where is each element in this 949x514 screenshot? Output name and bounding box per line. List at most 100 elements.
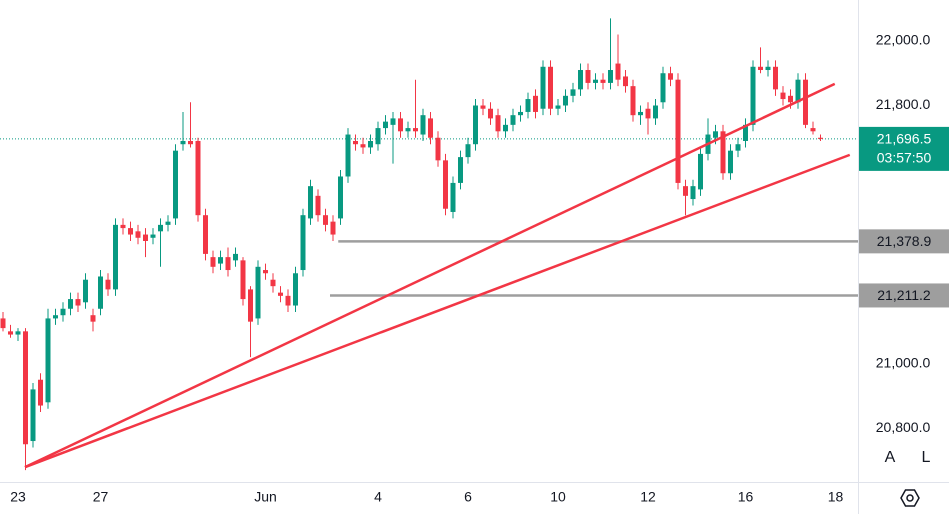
candle-body xyxy=(495,115,501,132)
candle-body xyxy=(60,308,66,316)
candle-body xyxy=(120,224,126,229)
x-tick-label: 16 xyxy=(738,489,754,505)
candle-body xyxy=(428,118,433,138)
candle-body xyxy=(803,79,808,125)
candle-body xyxy=(698,153,703,190)
x-tick-label: Jun xyxy=(254,489,277,505)
candle-body xyxy=(690,186,696,200)
candle-body xyxy=(113,224,118,290)
x-tick-label: 27 xyxy=(93,489,109,505)
candle-body xyxy=(653,105,658,119)
x-tick-label: 12 xyxy=(640,489,656,505)
y-tick-label: 22,000.0 xyxy=(876,32,931,48)
scale-button-label[interactable]: A xyxy=(885,449,896,466)
candle-body xyxy=(675,79,681,183)
candle-body xyxy=(615,63,621,80)
candle-body xyxy=(450,182,456,212)
candle-body xyxy=(458,157,463,183)
settings-icon-shape xyxy=(900,489,920,507)
candle-body xyxy=(593,79,598,83)
candle-body xyxy=(278,292,283,296)
candle-body xyxy=(578,70,583,90)
candle-body xyxy=(668,73,673,80)
candle-body xyxy=(765,66,771,71)
x-tick-label: 23 xyxy=(10,489,26,505)
candle-body xyxy=(563,95,568,106)
candle-body xyxy=(308,186,313,219)
level-label-box xyxy=(859,283,949,308)
trend-line xyxy=(24,153,851,469)
candle-body xyxy=(8,331,13,335)
candle-body xyxy=(533,95,538,112)
x-tick-label: 6 xyxy=(464,489,472,505)
candle-body xyxy=(548,66,553,109)
candle-body xyxy=(83,279,88,303)
candle-body xyxy=(23,331,28,445)
candle-body xyxy=(188,140,193,145)
candle-body xyxy=(53,315,58,319)
candle-body xyxy=(68,299,73,309)
candle-body xyxy=(143,234,148,241)
candle-body xyxy=(368,140,373,148)
candle-body xyxy=(818,137,823,139)
candle-body xyxy=(420,115,426,135)
x-tick-label: 4 xyxy=(374,489,382,505)
candle-body xyxy=(255,266,261,319)
candle-body xyxy=(195,140,201,216)
candle-body xyxy=(330,221,336,235)
candle-body xyxy=(38,379,43,406)
candle-body xyxy=(218,257,223,264)
settings-icon[interactable] xyxy=(900,489,920,507)
candle-body xyxy=(105,279,111,290)
candle-body xyxy=(158,224,163,232)
candle-body xyxy=(795,79,801,103)
scale-button[interactable] xyxy=(877,444,903,470)
candle-body xyxy=(713,131,718,138)
candle-body xyxy=(315,195,321,216)
settings-icon-center xyxy=(906,494,914,502)
candle-body xyxy=(780,92,786,100)
level-label: 21,378.9 xyxy=(877,233,932,249)
candle-body xyxy=(150,234,156,238)
candle-body xyxy=(270,279,276,287)
candle-body xyxy=(585,70,591,83)
price-axis: 22,000.0 21,800.0 21,000.0 20,800.0 21,378.9… xyxy=(859,32,949,435)
candle-body xyxy=(435,137,441,161)
y-tick-label: 21,800.0 xyxy=(876,96,931,112)
scale-button[interactable] xyxy=(913,444,939,470)
candle-body xyxy=(683,186,688,196)
candle-body xyxy=(240,260,246,300)
candle-body xyxy=(743,124,748,141)
candle-body xyxy=(773,66,778,90)
candle-body xyxy=(135,231,141,238)
candle-body xyxy=(405,128,411,132)
scale-button-label[interactable]: L xyxy=(922,449,931,466)
candle-body xyxy=(810,128,816,132)
candle-body xyxy=(488,108,493,119)
candle-body xyxy=(473,105,478,145)
candle-body xyxy=(285,295,291,306)
candle-body xyxy=(90,315,96,322)
candle-body xyxy=(443,160,448,209)
candle-body xyxy=(630,86,636,116)
candle-body xyxy=(525,99,531,112)
candle-body xyxy=(180,140,186,145)
last-price-box xyxy=(859,126,949,171)
countdown-label: 03:57:50 xyxy=(877,150,932,166)
candle-body xyxy=(503,124,508,132)
candle-body xyxy=(353,140,358,145)
x-tick-label: 18 xyxy=(828,489,844,505)
candle-body xyxy=(390,118,396,125)
candle-body xyxy=(758,66,763,71)
candle-body xyxy=(728,150,733,174)
candle-body xyxy=(338,176,343,219)
candle-body xyxy=(248,289,253,322)
trend-line xyxy=(24,82,836,469)
candle-body xyxy=(623,76,628,87)
x-tick-label: 10 xyxy=(550,489,566,505)
candle-body xyxy=(165,221,171,225)
candle-body xyxy=(465,144,471,158)
candle-body xyxy=(75,299,81,306)
